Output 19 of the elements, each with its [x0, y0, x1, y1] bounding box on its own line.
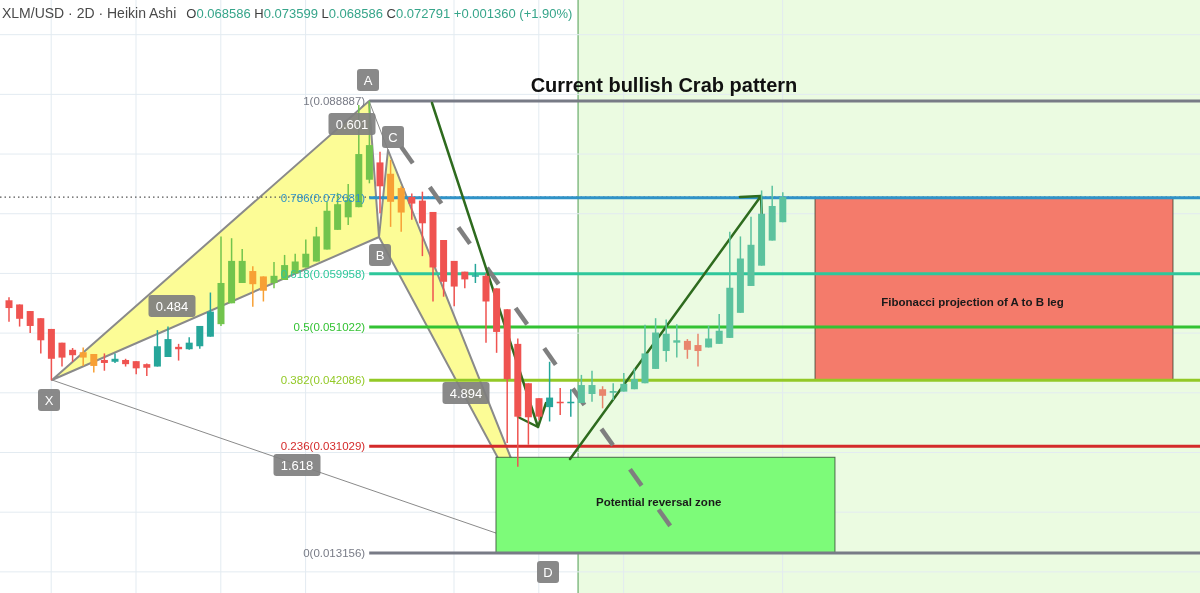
- annotation: 1.618: [280, 458, 314, 473]
- ref-line-label: 0.236(0.031029): [280, 440, 366, 453]
- text: Current bullish Crab pattern: [530, 74, 798, 96]
- annotation: A: [363, 73, 373, 88]
- chart-subtitle: XLM/USD · 2D · Heikin Ashi: [2, 5, 177, 21]
- annotation: 0.601: [335, 117, 369, 132]
- band-label: Potential reversal zone: [596, 496, 722, 509]
- annotation: B: [375, 248, 385, 263]
- band-label: Fibonacci projection of A to B leg: [881, 295, 1064, 308]
- annotation: 0.484: [155, 299, 189, 314]
- ref-line-label: 0.382(0.042086): [280, 374, 366, 387]
- ref-line-label: 0(0.013156): [303, 547, 366, 560]
- annotation: X: [44, 393, 54, 408]
- annotation: C: [388, 130, 398, 145]
- ref-line-label: 1(0.088887): [303, 95, 366, 108]
- annotation: D: [543, 565, 553, 580]
- text: O0.068586 H0.073599 L0.068586 C0.072791 +0.001360 (+1.90%): [186, 6, 573, 21]
- ref-line-label: 0.5(0.051022): [293, 321, 366, 334]
- annotation: 4.894: [449, 386, 483, 401]
